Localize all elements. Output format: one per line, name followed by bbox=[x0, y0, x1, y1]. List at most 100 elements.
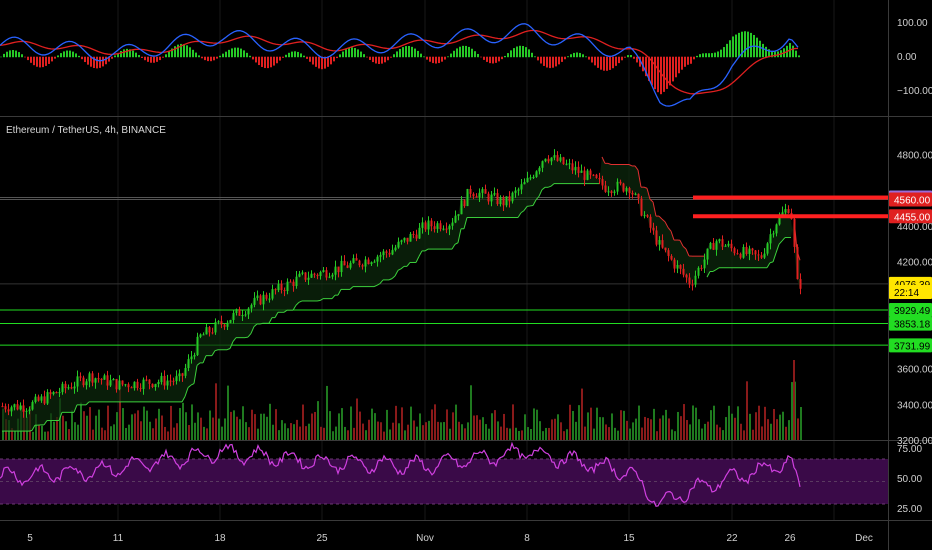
macd-hist-bar bbox=[513, 48, 515, 58]
candle-body bbox=[55, 391, 58, 394]
macd-hist-bar bbox=[402, 47, 404, 58]
price-axis[interactable]: 4800.00 4400.00 4200.00 3600.00 3400.00 3200.… bbox=[897, 151, 932, 447]
candle-body bbox=[13, 404, 16, 408]
volume-bar bbox=[524, 414, 526, 440]
resistance-lines[interactable] bbox=[693, 195, 888, 219]
candle-body bbox=[502, 197, 505, 206]
volume-bar bbox=[446, 409, 448, 440]
candle-body bbox=[304, 272, 307, 280]
macd-hist-bar bbox=[510, 50, 512, 58]
trailing-stop-segment bbox=[400, 265, 405, 270]
candle-body bbox=[16, 404, 19, 410]
macd-hist-bar bbox=[666, 56, 668, 89]
candle-body bbox=[109, 380, 112, 386]
macd-hist-bar bbox=[183, 44, 185, 58]
macd-hist-bar bbox=[57, 55, 59, 58]
candle-body bbox=[556, 155, 559, 161]
candle-body bbox=[25, 410, 28, 412]
volume-bar bbox=[656, 431, 658, 440]
trailing-stop-segment bbox=[607, 162, 612, 165]
macd-hist-bar bbox=[594, 56, 596, 66]
volume-bar bbox=[305, 426, 307, 440]
trailing-stop-segment bbox=[451, 244, 456, 250]
price-pane[interactable] bbox=[0, 149, 888, 440]
volume-bar bbox=[407, 424, 409, 440]
candle-body bbox=[571, 163, 574, 171]
candle-body bbox=[685, 274, 688, 278]
macd-hist-bar bbox=[87, 56, 89, 65]
candle-body bbox=[28, 409, 31, 411]
candle-body bbox=[493, 193, 496, 195]
trailing-stop-segment bbox=[652, 201, 657, 217]
rsi-axis[interactable]: 75.00 50.00 25.00 bbox=[897, 444, 922, 515]
rsi-pane[interactable] bbox=[0, 441, 888, 507]
volume-bar bbox=[542, 431, 544, 440]
candle-body bbox=[394, 247, 397, 251]
volume-bar bbox=[755, 412, 757, 440]
volume-bar bbox=[317, 401, 319, 440]
price-badge-label: 3853.18 bbox=[894, 320, 931, 331]
candle-body bbox=[130, 387, 133, 389]
volume-bar bbox=[587, 412, 589, 440]
candle-body bbox=[223, 324, 226, 327]
candle-body bbox=[418, 227, 421, 239]
trailing-stop-segment bbox=[643, 186, 648, 189]
trailing-stop-fill bbox=[2, 155, 800, 432]
trailing-stop-segment bbox=[319, 298, 324, 301]
volume-bar bbox=[107, 405, 109, 440]
date-axis[interactable]: 5 11 18 25 Nov 8 15 22 26 Dec bbox=[27, 533, 873, 544]
volume-bar bbox=[392, 422, 394, 440]
candle-body bbox=[469, 188, 472, 194]
macd-hist-bar bbox=[447, 56, 449, 58]
volume-bar bbox=[191, 404, 193, 440]
volume-bar bbox=[785, 426, 787, 440]
macd-pane[interactable] bbox=[0, 23, 800, 107]
macd-hist-bar bbox=[663, 56, 665, 92]
candle-body bbox=[661, 240, 664, 248]
candle-body bbox=[34, 396, 37, 403]
macd-hist-bar bbox=[714, 52, 716, 58]
macd-hist-bar bbox=[600, 56, 602, 70]
macd-hist-bar bbox=[93, 56, 95, 69]
trailing-stop-segment bbox=[637, 169, 642, 188]
macd-hist-bar bbox=[405, 46, 407, 58]
macd-hist-bar bbox=[576, 52, 578, 58]
candle-body bbox=[607, 191, 610, 193]
macd-hist-bar bbox=[450, 53, 452, 58]
volume-bar bbox=[209, 410, 211, 440]
macd-hist-bar bbox=[216, 56, 218, 59]
volume-bar bbox=[728, 405, 730, 440]
candle-body bbox=[310, 273, 313, 278]
candle-body bbox=[301, 272, 304, 274]
volume-bar bbox=[626, 420, 628, 440]
volume-bar bbox=[647, 418, 649, 440]
candle-body bbox=[757, 254, 760, 256]
symbol-title[interactable]: Ethereum / TetherUS, 4h, BINANCE bbox=[6, 125, 166, 136]
volume-bar bbox=[602, 417, 604, 440]
price-axis-label: 4800.00 bbox=[897, 151, 932, 162]
candle-body bbox=[97, 378, 100, 380]
macd-hist-bar bbox=[237, 47, 239, 58]
candle-body bbox=[751, 248, 754, 251]
candle-body bbox=[577, 166, 580, 173]
volume-bar bbox=[440, 422, 442, 440]
volume-bar bbox=[44, 431, 46, 440]
macd-hist-bar bbox=[525, 47, 527, 58]
volume-bar bbox=[497, 421, 499, 440]
price-badge bbox=[889, 303, 932, 318]
candle-body bbox=[712, 242, 715, 250]
volume-bar bbox=[767, 419, 769, 440]
macd-axis[interactable]: 100.00 0.00 −100.00 bbox=[897, 18, 932, 97]
volume-bar bbox=[644, 416, 646, 440]
macd-hist-bar bbox=[291, 51, 293, 58]
macd-hist-bar bbox=[669, 56, 671, 86]
candle-body bbox=[265, 294, 268, 299]
volume-bar bbox=[254, 414, 256, 440]
candle-body bbox=[745, 246, 748, 254]
macd-hist-bar bbox=[51, 56, 53, 62]
candle-body bbox=[328, 276, 331, 278]
volume-bar bbox=[119, 388, 121, 440]
candle-body bbox=[124, 384, 127, 386]
volume-bar bbox=[692, 405, 694, 440]
